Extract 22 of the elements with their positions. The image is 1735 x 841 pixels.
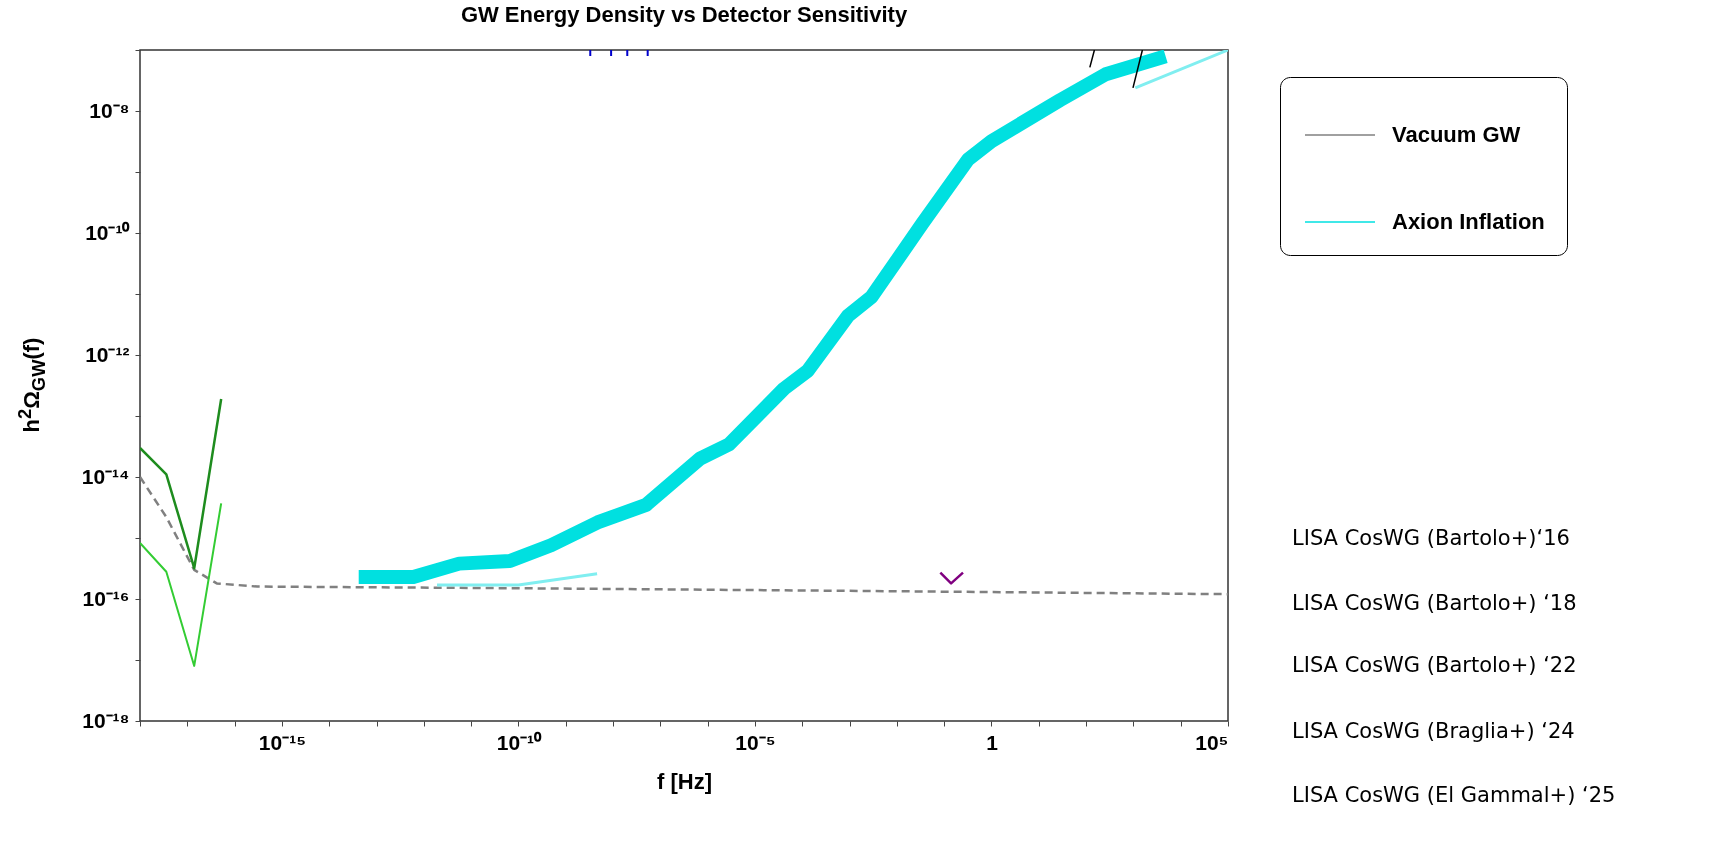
legend-label: Vacuum GW: [1392, 122, 1521, 147]
y-tick-label: 10⁻⁸: [89, 98, 130, 122]
y-tick-label: 10⁻¹⁶: [82, 586, 130, 610]
text: LISA CosWG (Bartolo+)‘16: [1292, 526, 1570, 550]
y-tick-label: 10⁻¹⁰: [85, 220, 131, 244]
y-tick-label: 10⁻¹²: [85, 342, 130, 366]
line-series: [140, 397, 223, 570]
x-tick-label: 10⁻¹⁰: [496, 730, 543, 754]
text: LISA CosWG (Braglia+) ‘24: [1292, 719, 1575, 743]
y-tick-label: 10⁻¹⁴: [81, 464, 130, 488]
x-tick-label: 1: [986, 730, 999, 754]
text: LISA CosWG (Bartolo+) ‘22: [1292, 653, 1577, 677]
x-tick-label: 10⁵: [1195, 730, 1229, 754]
y-tick-label: 10⁻¹⁸: [82, 708, 130, 732]
text: LISA CosWG (El Gammal+) ‘25: [1292, 783, 1616, 807]
x-tick-label: 10⁻¹⁵: [258, 730, 307, 754]
text: LISA CosWG (Bartolo+) ‘18: [1292, 591, 1577, 615]
x-axis-title: f [Hz]: [657, 768, 712, 794]
chart-title: GW Energy Density vs Detector Sensitivity: [460, 2, 908, 27]
line-series: [140, 502, 223, 667]
x-tick-label: 10⁻⁵: [735, 730, 776, 754]
legend-label: Axion Inflation: [1392, 209, 1545, 234]
